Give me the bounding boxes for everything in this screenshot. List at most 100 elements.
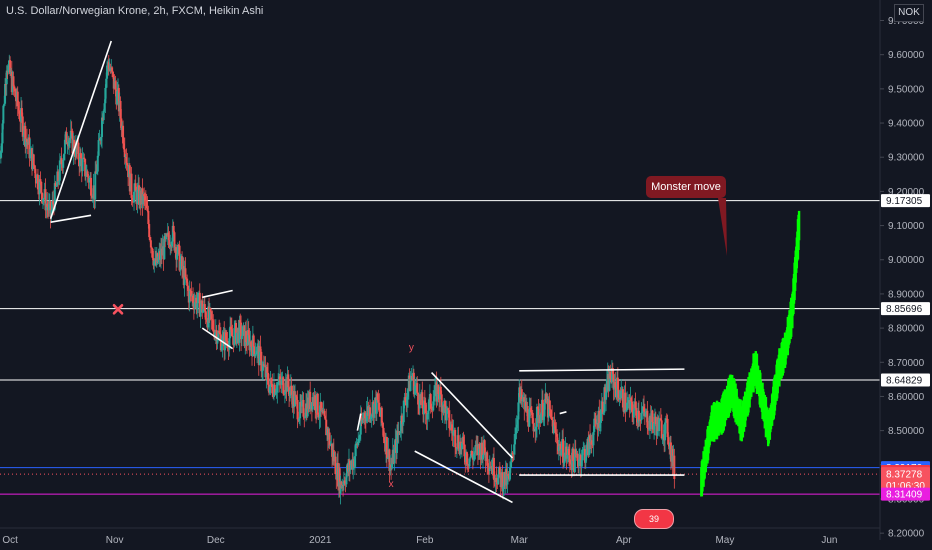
candle-body [552, 422, 555, 434]
candle-body [268, 386, 271, 393]
candle-body [122, 125, 125, 144]
candle-body [433, 385, 436, 397]
candle-body [563, 452, 566, 463]
candle-body [576, 453, 579, 461]
candle-body [122, 143, 125, 150]
candle-body [472, 454, 475, 460]
candle-body [543, 403, 546, 417]
candle-body [610, 368, 613, 383]
candle-body [478, 443, 481, 449]
candle-body [81, 158, 84, 172]
candle-body [202, 309, 205, 313]
trend-line [559, 411, 567, 415]
candle-body [1, 123, 4, 144]
x-tick-label: May [715, 535, 734, 546]
candle-body [560, 449, 563, 456]
candle-body [103, 103, 106, 111]
candle-body [487, 465, 490, 468]
candle-body [409, 378, 412, 391]
y-tick-label: 8.50000 [888, 426, 925, 437]
currency-button[interactable]: NOK [894, 4, 924, 22]
candle-body [562, 462, 565, 464]
trend-line [356, 413, 362, 431]
candle-body [58, 160, 61, 181]
candle-body [150, 247, 153, 249]
candle-body [4, 83, 7, 85]
candle-body [226, 340, 229, 348]
candle-body [204, 310, 207, 320]
candle-body [100, 117, 103, 138]
candle-body [3, 103, 6, 106]
candle-body [120, 118, 123, 131]
candle-body [235, 332, 238, 344]
candle-body [219, 334, 222, 351]
candle-body [625, 409, 628, 412]
candle-body [385, 437, 388, 459]
candle-body [535, 406, 538, 427]
candle-body [642, 406, 645, 412]
candle-body [340, 481, 343, 489]
candle-body [143, 196, 146, 201]
candle-body [601, 401, 604, 415]
candle-body [188, 289, 191, 303]
candle-body [296, 400, 299, 420]
projection-candle [797, 210, 801, 241]
candle-body [230, 329, 233, 336]
candle-body [550, 410, 553, 418]
candle-body [654, 416, 657, 425]
candle-body [422, 400, 425, 415]
current-price-label: 8.37278 [886, 470, 923, 481]
candle-body [233, 328, 236, 346]
candle-body [440, 394, 443, 412]
candle-body [507, 474, 510, 476]
candle-body [369, 416, 372, 419]
candle-body [300, 401, 303, 407]
candle-body [151, 248, 154, 259]
monster-move-callout[interactable]: Monster move [646, 176, 726, 198]
candle-body [216, 339, 219, 344]
candle-body [270, 378, 273, 384]
candle-body [295, 396, 298, 401]
candle-body [25, 139, 28, 147]
candle-body [541, 399, 544, 421]
candle-body [189, 289, 192, 292]
candle-body [51, 201, 54, 210]
candle-body [318, 416, 321, 418]
trend-line [201, 327, 234, 350]
candle-body [572, 448, 575, 462]
candle-body [514, 439, 517, 445]
wave-label: y [409, 342, 414, 353]
candle-body [186, 285, 189, 290]
candle-body [673, 455, 676, 480]
candle-body [240, 335, 243, 340]
candle-body [557, 446, 560, 451]
candle-body [211, 319, 214, 321]
candle-body [196, 303, 199, 310]
candle-body [177, 244, 180, 246]
events-badge[interactable]: 39 [634, 509, 674, 529]
candle-body [12, 76, 15, 87]
level-tag-bg [881, 302, 930, 316]
candle-body [184, 268, 187, 278]
candle-body [148, 224, 151, 238]
candle-body [599, 422, 602, 428]
candle-body [481, 454, 484, 460]
candle-body [532, 423, 535, 432]
candle-body [433, 396, 436, 402]
candle-body [172, 225, 175, 233]
candle-body [658, 418, 661, 432]
candle-body [644, 411, 647, 417]
candle-body [501, 472, 504, 492]
candle-body [455, 447, 458, 449]
candle-body [585, 444, 588, 457]
candle-body [548, 400, 551, 410]
trend-line [519, 368, 685, 372]
candle-body [426, 414, 429, 420]
candle-body [219, 332, 221, 335]
candle-body [36, 174, 39, 190]
y-tick-label: 8.90000 [888, 289, 925, 300]
candle-body [388, 449, 391, 471]
candle-body [111, 67, 114, 72]
candle-body [96, 155, 99, 172]
